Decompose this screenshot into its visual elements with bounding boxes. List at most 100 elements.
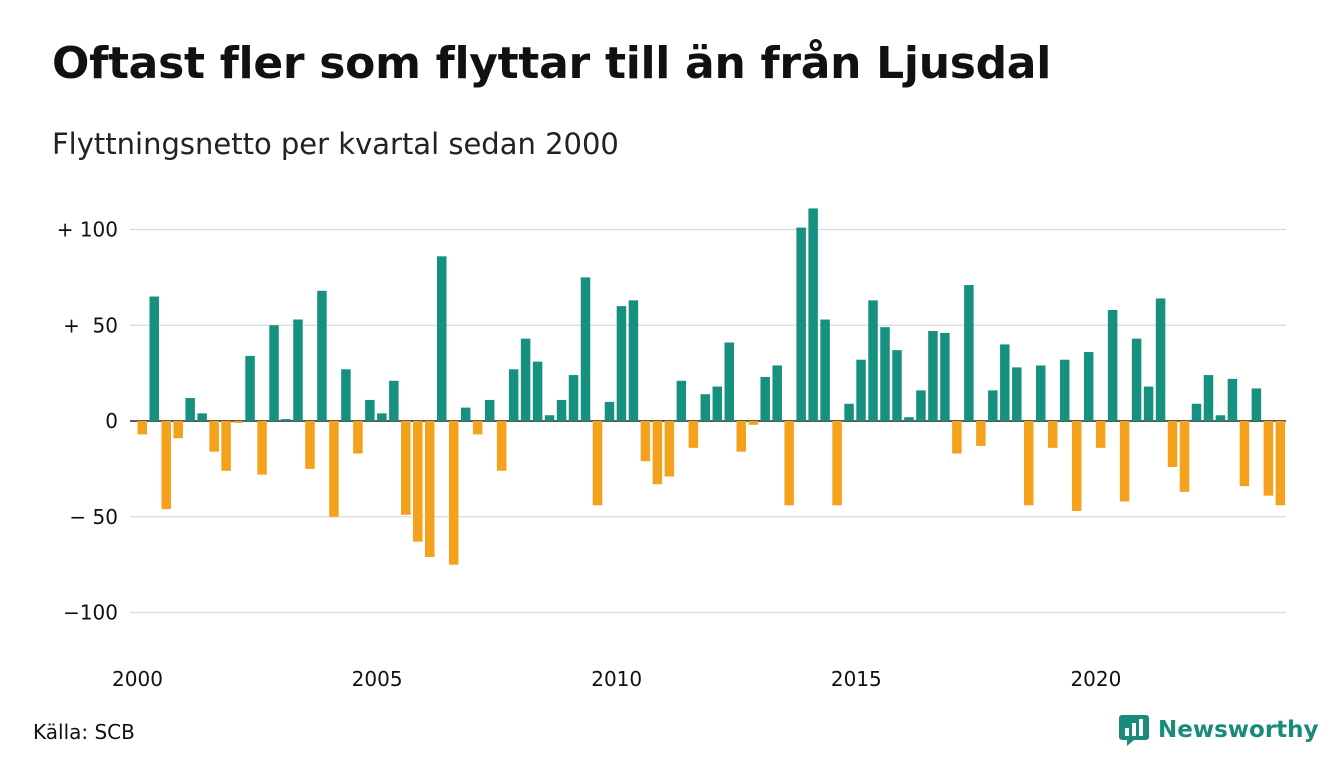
bar xyxy=(796,227,806,421)
y-tick-label: − 50 xyxy=(69,505,118,529)
bar xyxy=(604,401,615,421)
bar xyxy=(1047,421,1058,448)
bar xyxy=(305,421,315,469)
bar xyxy=(1191,403,1202,421)
bar xyxy=(868,300,878,421)
y-tick-label: −100 xyxy=(63,601,118,625)
bar xyxy=(964,285,974,421)
bar xyxy=(988,390,998,421)
bar xyxy=(1167,421,1178,467)
bar xyxy=(1203,375,1214,421)
bar xyxy=(437,256,447,421)
bar xyxy=(556,399,567,422)
bar xyxy=(1119,421,1130,502)
bar xyxy=(676,380,687,421)
bar xyxy=(544,415,555,421)
bar xyxy=(772,365,782,421)
bar xyxy=(784,421,794,506)
bar xyxy=(389,380,399,421)
bar xyxy=(185,398,195,421)
bar xyxy=(1107,309,1118,421)
brand-logo: Newsworthy xyxy=(1118,713,1319,747)
x-tick-label: 2020 xyxy=(1070,667,1121,691)
bar xyxy=(329,421,339,517)
bar xyxy=(1012,367,1022,421)
bar xyxy=(1215,415,1226,421)
bar xyxy=(916,390,926,421)
bar xyxy=(616,306,627,421)
bar xyxy=(892,350,902,421)
bar xyxy=(425,421,435,557)
bar xyxy=(460,407,471,422)
bar xyxy=(365,399,375,422)
bar xyxy=(377,413,387,421)
bar xyxy=(1239,421,1250,487)
chart-subtitle: Flyttningsnetto per kvartal sedan 2000 xyxy=(52,127,619,161)
bar xyxy=(269,325,279,421)
bar xyxy=(652,421,663,485)
x-tick-label: 2015 xyxy=(831,667,882,691)
bar xyxy=(1275,421,1286,506)
bar xyxy=(1083,352,1094,421)
y-tick-label: + 100 xyxy=(57,218,118,242)
bar xyxy=(401,421,411,515)
bar xyxy=(1179,421,1190,492)
bar xyxy=(712,386,723,421)
bar xyxy=(448,421,459,565)
bar xyxy=(496,421,507,471)
bar xyxy=(1155,298,1166,421)
bar xyxy=(1024,421,1034,506)
bar xyxy=(1143,386,1154,421)
bar xyxy=(640,421,651,462)
bar xyxy=(532,361,543,421)
x-tick-label: 2005 xyxy=(352,667,403,691)
bar xyxy=(808,208,818,421)
x-tick-label: 2000 xyxy=(112,667,163,691)
bar xyxy=(904,417,914,421)
bar xyxy=(520,338,531,421)
bar xyxy=(353,421,363,454)
bar xyxy=(197,413,207,421)
bar xyxy=(257,421,267,475)
bar xyxy=(820,319,830,421)
bar xyxy=(1131,338,1142,421)
bar xyxy=(413,421,423,542)
bar xyxy=(245,355,255,421)
bar xyxy=(1263,421,1274,496)
bar xyxy=(173,421,183,439)
bar xyxy=(748,421,758,425)
source-note: Källa: SCB xyxy=(33,720,135,744)
bar xyxy=(472,421,483,435)
bar xyxy=(341,369,351,421)
chart-title: Oftast fler som flyttar till än från Lju… xyxy=(52,38,1051,89)
bar xyxy=(760,376,770,421)
bar xyxy=(221,421,231,471)
bar xyxy=(1036,365,1046,421)
bar xyxy=(880,327,890,421)
bar xyxy=(1095,421,1106,448)
newsworthy-logo-icon xyxy=(1119,715,1149,746)
bar xyxy=(832,421,842,506)
bar xyxy=(508,369,519,421)
bar xyxy=(1000,344,1010,421)
bar xyxy=(688,421,699,448)
bar xyxy=(844,403,854,421)
bar xyxy=(724,342,735,422)
bar xyxy=(293,319,303,421)
bars xyxy=(137,208,1286,565)
bar xyxy=(928,331,938,421)
bar xyxy=(1251,388,1262,421)
bar xyxy=(580,277,591,422)
y-axis-labels: + 100 + 50 0 − 50 −100 xyxy=(57,218,118,625)
bar xyxy=(149,296,159,421)
bar xyxy=(281,419,291,421)
bar xyxy=(317,290,327,421)
bar xyxy=(233,421,243,423)
y-tick-label: + 50 xyxy=(63,313,118,337)
bar xyxy=(161,421,171,510)
bar xyxy=(700,394,711,421)
bar xyxy=(137,421,147,435)
bar xyxy=(940,332,950,421)
bar xyxy=(856,359,866,421)
x-axis-labels: 2000 2005 2010 2015 2020 xyxy=(112,667,1121,691)
